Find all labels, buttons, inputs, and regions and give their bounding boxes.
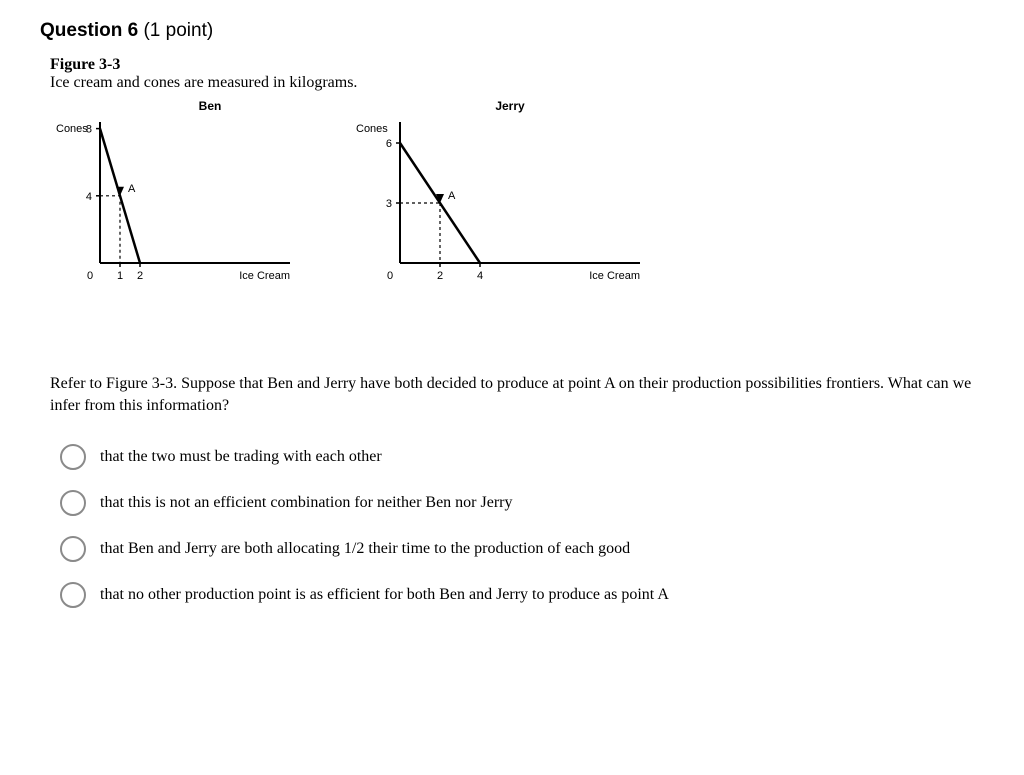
svg-text:4: 4	[477, 270, 483, 282]
svg-text:Jerry: Jerry	[495, 99, 525, 113]
question-header: Question 6 (1 point)	[40, 20, 984, 42]
option-1[interactable]: that the two must be trading with each o…	[60, 444, 984, 470]
svg-text:0: 0	[87, 270, 93, 282]
svg-text:8: 8	[86, 124, 92, 136]
question-points: (1 point)	[143, 20, 213, 41]
svg-text:1: 1	[117, 270, 123, 282]
option-3[interactable]: that Ben and Jerry are both allocating 1…	[60, 536, 984, 562]
chart-jerry: Jerry Cones 3 6 2 4 0 A Ice Cream	[350, 98, 670, 313]
question-prompt: Refer to Figure 3-3. Suppose that Ben an…	[50, 373, 974, 416]
option-2[interactable]: that this is not an efficient combinatio…	[60, 490, 984, 516]
svg-text:3: 3	[386, 198, 392, 210]
question-label: Question	[40, 20, 122, 41]
option-text: that the two must be trading with each o…	[100, 448, 382, 466]
option-text: that no other production point is as eff…	[100, 586, 669, 604]
svg-text:Cones: Cones	[56, 123, 88, 135]
svg-text:Ice Cream: Ice Cream	[239, 270, 290, 282]
radio-icon[interactable]	[60, 582, 86, 608]
svg-text:2: 2	[137, 270, 143, 282]
radio-icon[interactable]	[60, 490, 86, 516]
options-list: that the two must be trading with each o…	[60, 444, 984, 608]
option-text: that Ben and Jerry are both allocating 1…	[100, 540, 630, 558]
figure-title: Figure 3-3	[50, 56, 984, 74]
svg-text:2: 2	[437, 270, 443, 282]
radio-icon[interactable]	[60, 536, 86, 562]
svg-text:Cones: Cones	[356, 123, 388, 135]
svg-text:A: A	[448, 190, 456, 202]
radio-icon[interactable]	[60, 444, 86, 470]
svg-text:6: 6	[386, 138, 392, 150]
svg-text:4: 4	[86, 191, 92, 203]
svg-text:Ben: Ben	[199, 99, 222, 113]
svg-text:A: A	[128, 183, 136, 195]
option-4[interactable]: that no other production point is as eff…	[60, 582, 984, 608]
svg-text:Ice Cream: Ice Cream	[589, 270, 640, 282]
charts-row: BenCones48120AIce Cream JerryCones36240A…	[50, 98, 984, 313]
svg-text:0: 0	[387, 270, 393, 282]
question-number: 6	[128, 20, 139, 41]
chart-ben: BenCones48120AIce Cream	[50, 98, 310, 313]
figure-caption: Ice cream and cones are measured in kilo…	[50, 74, 984, 92]
option-text: that this is not an efficient combinatio…	[100, 494, 512, 512]
